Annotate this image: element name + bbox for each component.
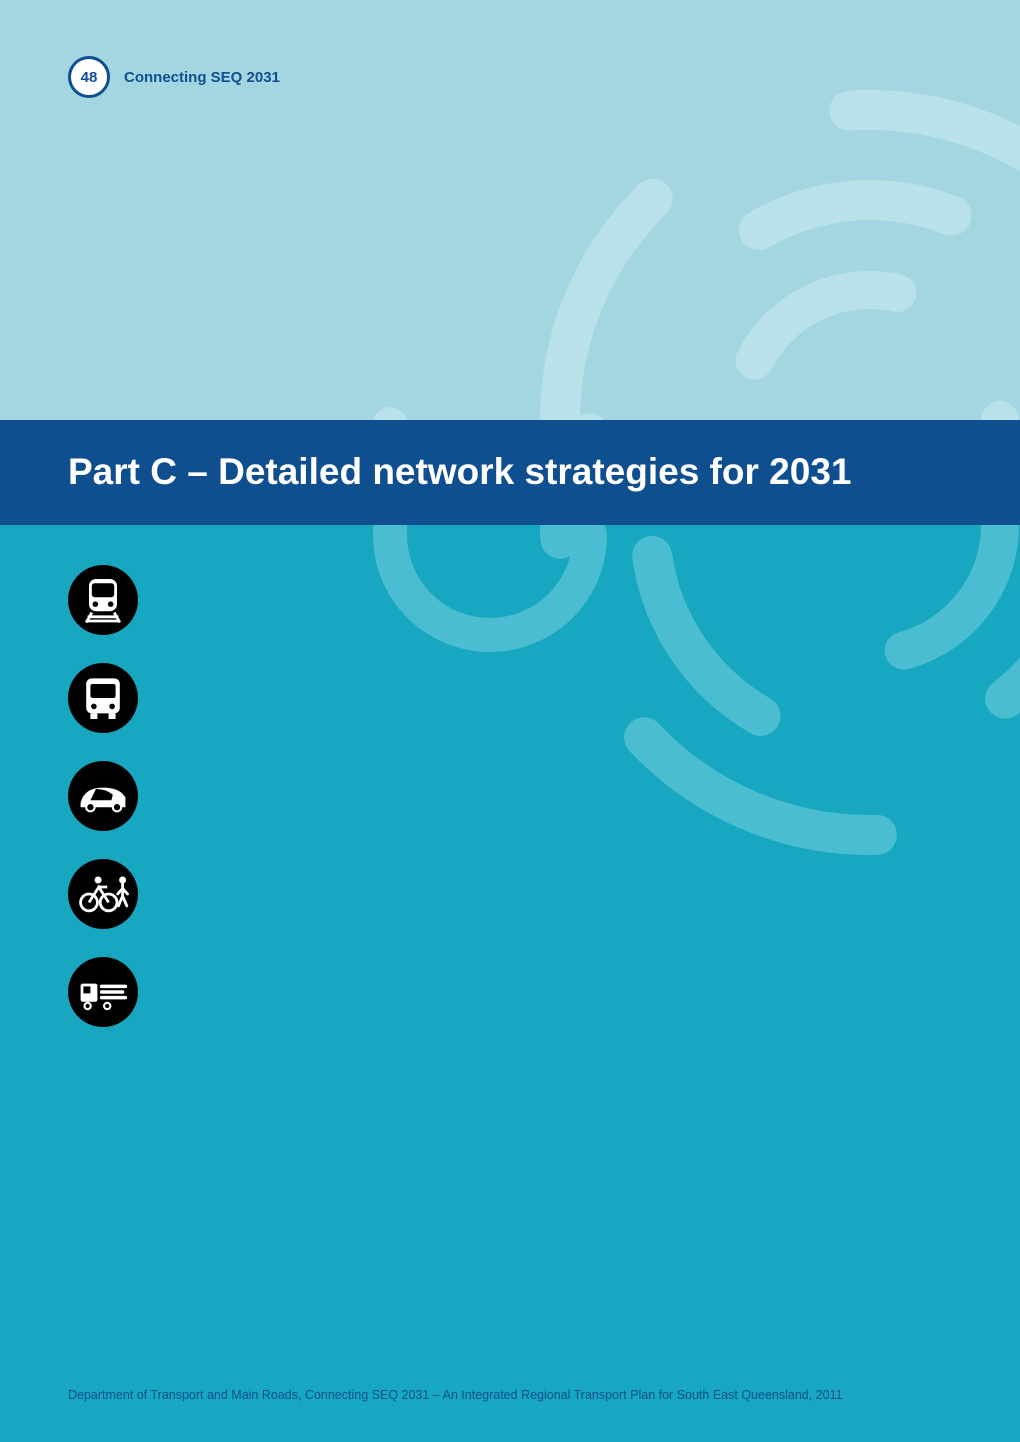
top-region: 48 Connecting SEQ 2031 <box>0 0 1020 420</box>
bus-icon <box>68 663 138 733</box>
footer-citation: Department of Transport and Main Roads, … <box>68 1388 952 1402</box>
freight-truck-icon <box>68 957 138 1027</box>
main-heading: Part C – Detailed network strategies for… <box>68 449 851 495</box>
bicycle-pedestrian-icon <box>68 859 138 929</box>
document-page: 48 Connecting SEQ 2031 Part C – Detailed… <box>0 0 1020 1442</box>
decorative-arcs-bottom <box>0 525 1020 1442</box>
header-bar: 48 Connecting SEQ 2031 <box>68 56 280 98</box>
car-icon <box>68 761 138 831</box>
train-icon <box>68 565 138 635</box>
page-number: 48 <box>81 69 98 86</box>
document-short-title: Connecting SEQ 2031 <box>124 69 280 86</box>
page-number-badge: 48 <box>68 56 110 98</box>
transport-mode-icons <box>68 565 138 1027</box>
bottom-region: Department of Transport and Main Roads, … <box>0 525 1020 1442</box>
title-band: Part C – Detailed network strategies for… <box>0 420 1020 525</box>
